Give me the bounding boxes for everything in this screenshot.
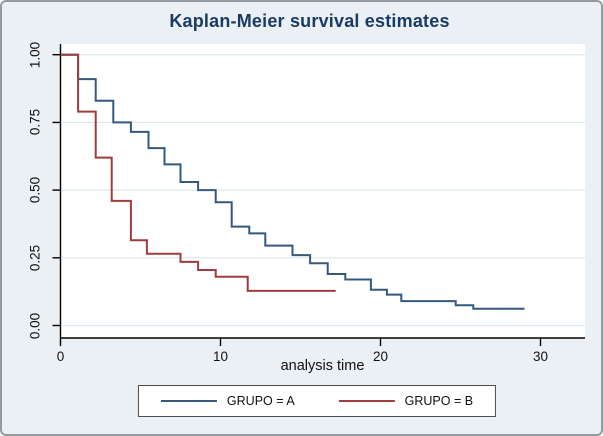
chart-title: Kaplan-Meier survival estimates bbox=[169, 11, 450, 31]
x-tick-label: 0 bbox=[56, 349, 65, 364]
legend-item-grupo-b: GRUPO = B bbox=[338, 394, 474, 408]
y-tick-label: 0.25 bbox=[27, 244, 43, 271]
y-tick-label: 0.75 bbox=[27, 109, 43, 136]
x-tick-label: 10 bbox=[212, 349, 229, 364]
y-tick-label: 0.50 bbox=[27, 176, 43, 204]
legend-item-grupo-a: GRUPO = A bbox=[160, 394, 295, 408]
y-tick-label: 1.00 bbox=[27, 41, 43, 68]
x-tick-label: 20 bbox=[372, 349, 389, 364]
x-tick-label: 30 bbox=[532, 349, 549, 364]
legend-line-a-sample bbox=[160, 400, 217, 402]
legend-line-b-sample bbox=[338, 400, 395, 402]
y-tick-label: 0.00 bbox=[27, 312, 43, 339]
legend-label-grupo-b: GRUPO = B bbox=[404, 394, 474, 408]
series-line-grupo-a bbox=[60, 53, 525, 310]
plot-background bbox=[60, 44, 585, 338]
x-axis-title: analysis time bbox=[280, 358, 365, 374]
series-line-grupo-b bbox=[60, 53, 336, 292]
legend: GRUPO = A GRUPO = B bbox=[137, 385, 497, 417]
legend-label-grupo-a: GRUPO = A bbox=[226, 394, 295, 408]
